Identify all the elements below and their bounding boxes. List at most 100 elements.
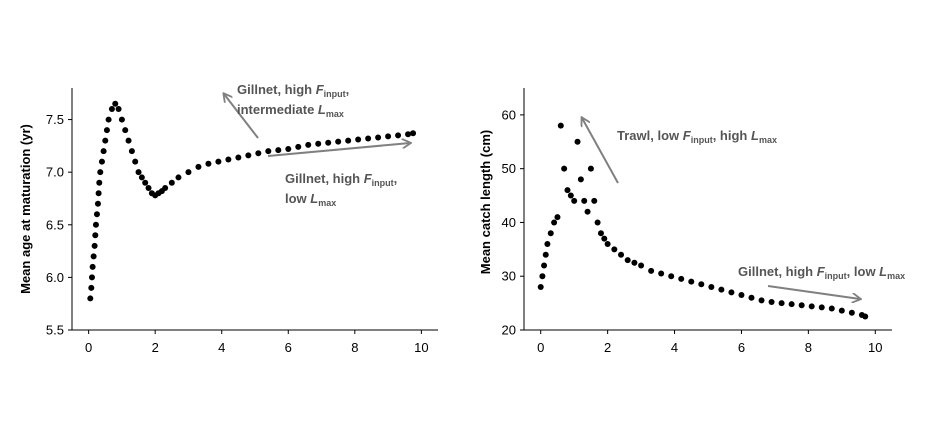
left-data-point	[175, 174, 182, 181]
left-data-point	[345, 137, 352, 144]
left-data-point	[225, 156, 232, 163]
right-data-point	[554, 214, 561, 221]
right-data-point	[728, 289, 735, 296]
left-xtick-label: 2	[152, 340, 159, 355]
right-data-point	[571, 197, 578, 204]
right-annotation-1: Trawl, low Finput, high Lmax	[617, 128, 777, 145]
left-data-point	[93, 211, 100, 218]
left-data-point	[92, 232, 99, 239]
right-annotation-2: Gillnet, high Finput, low Lmax	[738, 264, 905, 281]
left-data-point	[98, 158, 105, 165]
left-data-point	[335, 138, 342, 145]
left-xtick-label: 0	[85, 340, 92, 355]
left-data-point	[162, 184, 169, 191]
left-data-point	[100, 148, 107, 155]
right-data-point	[577, 176, 584, 183]
left-data-point	[185, 169, 192, 176]
right-data-point	[551, 219, 558, 226]
right-ytick-label: 30	[502, 269, 516, 284]
left-data-point	[195, 163, 202, 170]
left-arrow-right	[267, 143, 410, 157]
left-data-point	[96, 179, 103, 186]
left-data-point	[132, 158, 139, 165]
left-data-point	[105, 116, 112, 123]
left-data-point	[128, 148, 135, 155]
right-yticks: 20 30 40 50 60	[502, 107, 524, 338]
right-xtick-label: 4	[671, 340, 678, 355]
right-ytick-label: 50	[502, 161, 516, 176]
right-data-point	[808, 303, 815, 310]
left-xticks: 0 2 4 6 8 10	[85, 330, 429, 355]
left-annot1-italic: F	[316, 82, 325, 97]
left-points	[87, 100, 417, 302]
right-arrow-right	[767, 285, 860, 299]
left-data-point	[275, 147, 282, 154]
left-ytick-label: 6.0	[46, 270, 64, 285]
left-data-point	[235, 154, 242, 161]
right-data-point	[537, 283, 544, 290]
chart-right: 0 2 4 6 8 10 20 30 40 50 60 Mean catch length (cm…	[478, 88, 905, 355]
right-annot1-text: Trawl, low	[617, 128, 683, 143]
right-ytick-label: 20	[502, 323, 516, 338]
right-data-point	[541, 262, 548, 269]
left-annot1-tail: ,	[346, 82, 350, 97]
left-xtick-label: 10	[414, 340, 428, 355]
right-annot1-italic: F	[683, 128, 692, 143]
left-data-point	[215, 158, 222, 165]
left-data-point	[405, 131, 412, 138]
left-data-point	[325, 139, 332, 146]
left-data-point	[145, 184, 152, 191]
right-xtick-label: 8	[805, 340, 812, 355]
right-ytick-label: 40	[502, 215, 516, 230]
left-data-point	[87, 295, 94, 302]
left-annot2-sub: input	[372, 178, 394, 188]
right-data-point	[718, 286, 725, 293]
left-data-point	[410, 130, 417, 137]
right-data-point	[584, 208, 591, 215]
right-data-point	[678, 275, 685, 282]
right-ytick-label: 60	[502, 107, 516, 122]
left-data-point	[91, 242, 98, 249]
left-data-point	[94, 200, 101, 207]
right-data-point	[638, 262, 645, 269]
right-data-point	[708, 283, 715, 290]
right-data-point	[748, 294, 755, 301]
left-annot1-sub: input	[324, 89, 346, 99]
left-data-point	[255, 150, 262, 157]
right-data-point	[542, 251, 549, 258]
chart-left: 0 2 4 6 8 10 5.5 6.0 6.5 7.0 7.5 Mean age at matu…	[18, 82, 438, 355]
right-data-point	[848, 309, 855, 316]
left-data-point	[265, 148, 272, 155]
left-yticks: 5.5 6.0 6.5 7.0 7.5	[46, 112, 72, 338]
left-annot2-sub2: max	[318, 198, 336, 208]
left-data-point	[285, 146, 292, 153]
left-annotation-1-line2: intermediate Lmax	[237, 102, 344, 119]
right-data-point	[738, 292, 745, 299]
right-data-point	[658, 270, 665, 277]
right-annot2-text: Gillnet, high	[738, 264, 817, 279]
left-data-point	[355, 136, 362, 143]
left-annot1-text: Gillnet, high	[237, 82, 316, 97]
left-xtick-label: 6	[285, 340, 292, 355]
right-data-point	[778, 300, 785, 307]
left-data-point	[108, 106, 115, 113]
left-data-point	[115, 106, 122, 113]
left-arrow-up	[224, 94, 259, 139]
right-annot2-italic: F	[817, 264, 826, 279]
left-ylabel: Mean age at maturation (yr)	[18, 124, 33, 294]
right-data-point	[564, 187, 571, 194]
right-data-point	[594, 219, 601, 226]
right-ylabel: Mean catch length (cm)	[478, 130, 493, 274]
right-data-point	[597, 230, 604, 237]
right-data-point	[828, 305, 835, 312]
right-data-point	[838, 307, 845, 314]
left-ytick-label: 6.5	[46, 217, 64, 232]
right-annot1-sub: input	[691, 135, 713, 145]
right-data-point	[624, 257, 631, 264]
left-data-point	[395, 132, 402, 139]
left-data-point	[95, 190, 102, 197]
left-xtick-label: 4	[218, 340, 225, 355]
right-data-point	[618, 251, 625, 258]
right-data-point	[604, 240, 611, 247]
left-annotation-2-line2: low Lmax	[285, 191, 336, 208]
